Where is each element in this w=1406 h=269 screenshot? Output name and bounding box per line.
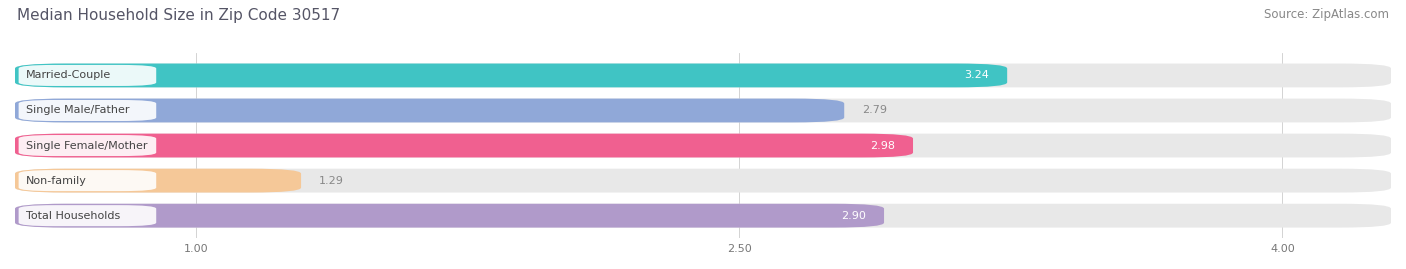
FancyBboxPatch shape	[15, 98, 844, 122]
FancyBboxPatch shape	[18, 170, 156, 191]
FancyBboxPatch shape	[15, 134, 912, 157]
FancyBboxPatch shape	[15, 98, 1391, 122]
FancyBboxPatch shape	[15, 63, 1007, 87]
Text: 1.29: 1.29	[319, 176, 344, 186]
FancyBboxPatch shape	[15, 169, 301, 193]
FancyBboxPatch shape	[15, 204, 884, 228]
FancyBboxPatch shape	[18, 100, 156, 121]
FancyBboxPatch shape	[18, 135, 156, 156]
FancyBboxPatch shape	[15, 204, 1391, 228]
Text: 2.90: 2.90	[841, 211, 866, 221]
Text: Married-Couple: Married-Couple	[25, 70, 111, 80]
FancyBboxPatch shape	[15, 169, 1391, 193]
Text: 2.98: 2.98	[870, 140, 894, 151]
Text: Source: ZipAtlas.com: Source: ZipAtlas.com	[1264, 8, 1389, 21]
Text: Non-family: Non-family	[25, 176, 87, 186]
Text: Total Households: Total Households	[25, 211, 120, 221]
FancyBboxPatch shape	[18, 65, 156, 86]
Text: 2.79: 2.79	[862, 105, 887, 115]
FancyBboxPatch shape	[15, 134, 1391, 157]
Text: Median Household Size in Zip Code 30517: Median Household Size in Zip Code 30517	[17, 8, 340, 23]
Text: 3.24: 3.24	[965, 70, 988, 80]
Text: Single Female/Mother: Single Female/Mother	[25, 140, 148, 151]
Text: Single Male/Father: Single Male/Father	[25, 105, 129, 115]
FancyBboxPatch shape	[15, 63, 1391, 87]
FancyBboxPatch shape	[18, 205, 156, 226]
